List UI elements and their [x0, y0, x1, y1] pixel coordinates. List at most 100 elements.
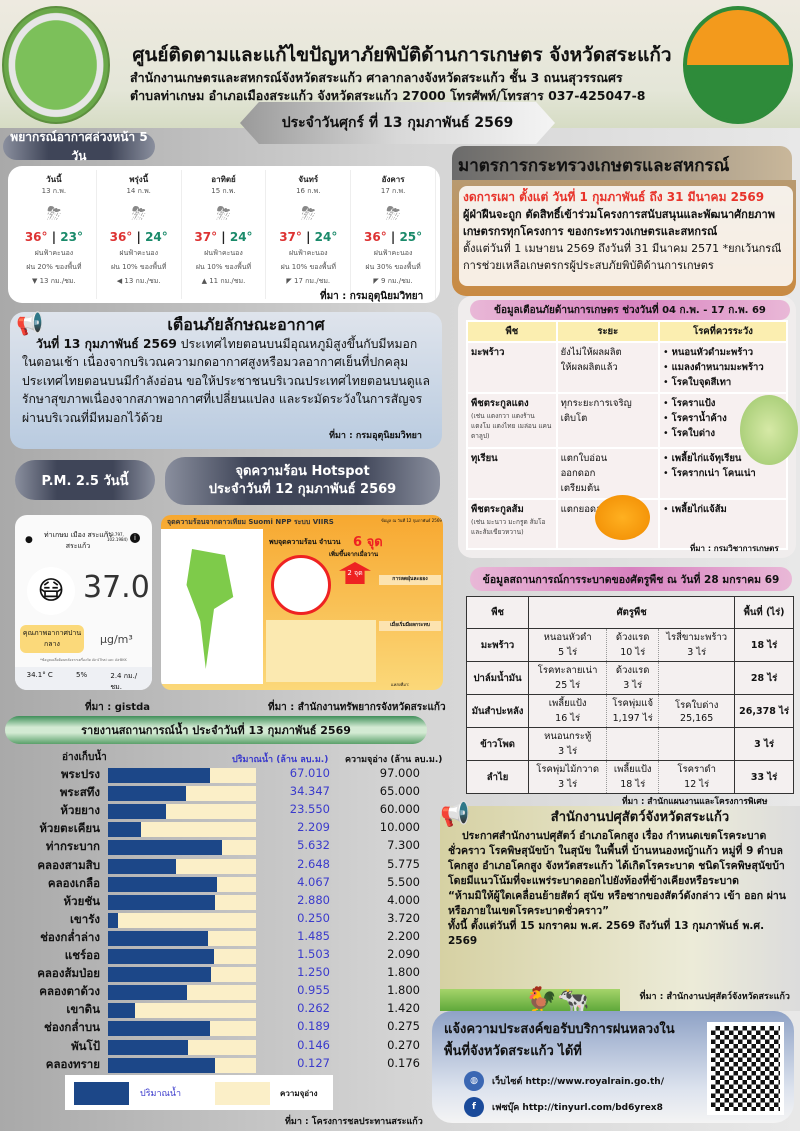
volume-bar	[108, 930, 208, 946]
volume-bar	[108, 912, 118, 928]
volume-bar	[108, 1003, 136, 1019]
alert-row: พืชตระกูลแตง (เช่น แตงกวา แตงร้าน แตงโม แ…	[466, 392, 789, 449]
reservoir-capacity: 1.420	[387, 1001, 420, 1016]
disease: • หนอนหัวดำมะพร้าว	[662, 347, 754, 358]
reservoir-row: พันโป้ 0.146 0.270	[0, 1038, 440, 1056]
epidemic-title: ข้อมูลสถานการณ์การระบาดของศัตรูพืช ณ วัน…	[470, 567, 792, 591]
forecast-day: จันทร์ 16 ก.พ. ⛈ 37° | 24° ฝนฟ้าคะนอง ฝน…	[266, 170, 352, 299]
pest-cell: ด้วงแรด 3 ไร่	[606, 661, 660, 695]
qr-code[interactable]	[707, 1022, 784, 1115]
pest-cell: โรคทะลายเน่า 25 ไร่	[528, 661, 608, 695]
reservoir-volume: 4.067	[297, 874, 330, 889]
website-link[interactable]: เว็บไซต์ http://www.royalrain.go.th/	[492, 1077, 664, 1087]
pest-cell: ด้วงแรด 10 ไร่	[606, 628, 660, 662]
temp-low: 24°	[229, 230, 253, 244]
reservoir-name: ช่องกล่ำบน	[44, 1020, 100, 1035]
pest-cell: เพลี้ยแป้ง 18 ไร่	[606, 760, 660, 794]
crop-name: พืชตระกูลส้ม	[471, 504, 524, 515]
reservoir-row: คลองทราย 0.127 0.176	[0, 1056, 440, 1074]
volume-bar	[108, 804, 167, 820]
reservoir-volume: 1.250	[297, 965, 330, 980]
condition: ฝนฟ้าคะนอง	[288, 249, 328, 257]
capacity-bar	[108, 985, 256, 1001]
penalty: ผู้ฝ่าฝืนจะถูก ตัดสิทธิ์เข้าร่วมโครงการส…	[463, 208, 775, 238]
legend-capacity: ความจุอ่าง	[280, 1089, 318, 1098]
crop-stage: ยังไม่ให้ผลผลิต ให้ผลผลิตแล้ว	[555, 341, 660, 394]
reservoir-name: ช่องกล่ำล่าง	[40, 929, 100, 944]
mask-face-icon: 😷	[27, 567, 75, 615]
hotspot-credit: แหล่งที่มา:	[391, 682, 410, 687]
crop-name: มะพร้าว	[471, 347, 505, 358]
volume-bar	[108, 786, 187, 802]
reservoir-volume: 2.648	[297, 856, 330, 871]
pest-cell	[658, 727, 736, 761]
reservoir-capacity: 7.300	[387, 838, 420, 853]
crop-name: พืชตระกูลแตง	[471, 398, 529, 409]
reservoir-name: พันโป้	[71, 1038, 100, 1053]
condition: ฝนฟ้าคะนอง	[373, 249, 413, 257]
capacity-bar	[108, 930, 256, 946]
info-icon[interactable]: i	[130, 533, 140, 543]
warning-body: ประเทศไทยตอนบนมีอุณหภูมิสูงขึ้นกับมีหมอก…	[22, 336, 430, 425]
temp-low: 25°	[399, 230, 423, 244]
col-crop: พืช	[465, 596, 530, 629]
volume-bar	[108, 985, 187, 1001]
temp-low: 23°	[60, 230, 83, 244]
livestock-notice: สำนักงานปศุสัตว์จังหวัดสระแก้ว ประกาศสำน…	[440, 806, 800, 1016]
col-area: พื้นที่ (ไร่)	[734, 596, 794, 629]
measures-title: มาตรการกระทรวงเกษตรและสหกรณ์	[452, 146, 792, 182]
province-logo	[683, 6, 793, 124]
infested-area: 18 ไร่	[750, 639, 778, 651]
facebook-link[interactable]: เฟซบุ๊ค http://tinyurl.com/bd6yrex8	[492, 1103, 663, 1113]
alert-source: ที่มา : กรมวิชาการเกษตร	[690, 544, 779, 553]
volume-bar	[108, 876, 218, 892]
wind: ◀ 13 กม./ชม.	[116, 277, 161, 285]
capacity-bar	[108, 912, 256, 928]
infested-area: 33 ไร่	[750, 771, 778, 783]
wind-speed: 2.4 กม./ชม.	[110, 672, 138, 690]
volume-bar	[108, 768, 211, 783]
reservoir-row: คลองเกลือ 4.067 5.500	[0, 875, 440, 893]
address-line-2: ตำบลท่าเกษม อำเภอเมืองสระแก้ว จังหวัดสระ…	[130, 88, 646, 103]
reservoir-capacity: 0.275	[387, 1019, 420, 1034]
day-name: อาทิตย์	[211, 175, 236, 184]
reservoir-capacity: 5.500	[387, 874, 420, 889]
day-date: 14 ก.พ.	[126, 187, 151, 195]
temperature: 34.1° C	[26, 671, 53, 679]
capacity-bar	[108, 967, 256, 983]
reservoir-row: ห้วยชัน 2.880 4.000	[0, 893, 440, 911]
col-crop: พืช	[466, 320, 558, 343]
reservoir-name: ห้วยตะเคียน	[39, 821, 100, 836]
reservoir-name: เขาดิน	[66, 1002, 100, 1017]
crop-name: มันสำปะหลัง	[471, 705, 524, 717]
pm25-card: ● ท่าเกษม เมือง สระแก้ว สระแก้ว (13.797,…	[15, 515, 152, 690]
reservoir-row: ห้วยตะเคียน 2.209 10.000	[0, 820, 440, 838]
capacity-bar	[108, 876, 256, 892]
forecast-day: วันนี้ 13 ก.พ. ⛈ 36° | 23° ฝนฟ้าคะนอง ฝน…	[12, 170, 97, 299]
capacity-bar	[108, 768, 256, 783]
hotspot-date: ประจำวันที่ 12 กุมภาพันธ์ 2569	[208, 482, 397, 497]
wind: ◤ 9 กม./ชม.	[373, 277, 413, 285]
day-date: 15 ก.พ.	[211, 187, 236, 195]
pest-cell: หนอนหัวดำ 5 ไร่	[528, 628, 608, 662]
alert-row: ทุเรียน แตกใบอ่อน ออกดอก เตรียมต้น • เพล…	[466, 447, 789, 500]
thunderstorm-icon: ⛈	[46, 203, 62, 224]
hotspot-title: จุดความร้อน Hotspot ประจำวันที่ 12 กุมภา…	[165, 457, 440, 505]
pest-cell: โรคพุ่มไม้กวาด 3 ไร่	[528, 760, 608, 794]
condition: ฝนฟ้าคะนอง	[119, 249, 158, 257]
reservoir-name: คลองตาด้วง	[39, 984, 100, 999]
reservoir-name: คลองส้มป่อย	[37, 966, 100, 981]
chicken-cow-image: 🐓🐄	[525, 986, 590, 1016]
reservoir-name: แชร์ออ	[64, 948, 100, 962]
temp-low: 24°	[314, 230, 338, 244]
capacity-bar	[108, 822, 256, 838]
reservoir-capacity: 10.000	[379, 820, 420, 835]
melon-image	[740, 395, 798, 465]
day-date: 13 ก.พ.	[41, 187, 67, 195]
grass-image	[440, 989, 620, 1011]
reservoir-capacity: 2.200	[387, 928, 420, 943]
alert-title: ข้อมูลเตือนภัยด้านการเกษตร ช่วงวันที่ 04…	[470, 300, 790, 320]
reservoir-volume: 67.010	[289, 766, 330, 780]
capacity-bar	[108, 1057, 256, 1073]
reservoir-name: พระสทึง	[59, 785, 100, 800]
